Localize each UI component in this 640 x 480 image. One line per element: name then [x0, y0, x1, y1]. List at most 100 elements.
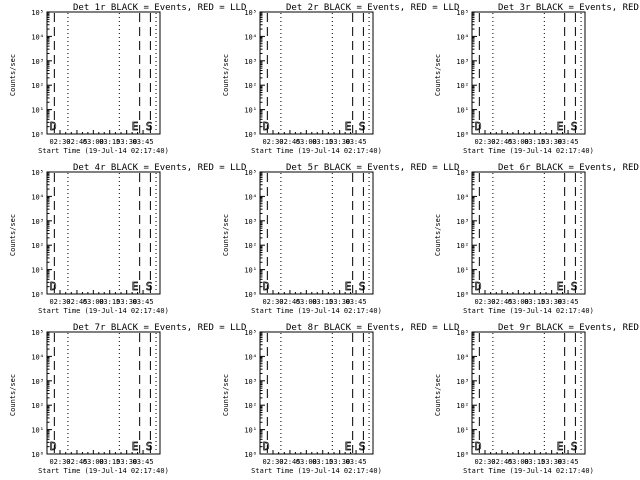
y-tick-label: 10⁴: [244, 193, 257, 201]
panel-title: Det 6r BLACK = Events, RED = LLD: [498, 163, 640, 173]
panel-title: Det 9r BLACK = Events, RED = LLD: [498, 323, 640, 333]
x-tick-label: 02:30: [262, 458, 283, 466]
plot-frame: [471, 331, 586, 455]
y-tick-label: 10²: [456, 242, 469, 250]
x-tick-label: 03:15: [312, 298, 333, 306]
x-tick-label: 02:30: [474, 458, 495, 466]
y-tick-label: 10⁰: [31, 291, 44, 299]
x-tick-label: 02:45: [279, 458, 300, 466]
x-tick-label: 02:30: [474, 138, 495, 146]
x-tick-label: 03:45: [133, 458, 154, 466]
y-tick-label: 10⁴: [244, 33, 257, 41]
y-axis-label: Counts/sec: [434, 54, 442, 96]
y-tick-label: 10³: [31, 218, 44, 226]
y-tick-label: 10¹: [456, 427, 469, 435]
y-tick-label: 10⁰: [244, 291, 257, 299]
annotation-e: E: [132, 440, 139, 453]
y-tick-label: 10⁵: [456, 9, 469, 17]
x-tick-label: 03:45: [346, 458, 367, 466]
panel-title: Det 1r BLACK = Events, RED = LLD: [73, 3, 246, 13]
x-tick-label: 03:30: [541, 138, 562, 146]
x-axis-label: Start Time (19-Jul-14 02:17:40): [38, 147, 169, 155]
x-tick-label: 02:30: [49, 458, 70, 466]
annotation-s: S: [146, 120, 153, 133]
annotation-d: D: [475, 120, 482, 133]
y-tick-label: 10⁴: [456, 33, 469, 41]
annotation-s: S: [146, 280, 153, 293]
x-tick-label: 02:30: [262, 298, 283, 306]
x-tick-label: 03:00: [508, 458, 529, 466]
y-axis-label: Counts/sec: [9, 374, 17, 416]
y-tick-label: 10¹: [456, 107, 469, 115]
y-tick-label: 10⁴: [31, 353, 44, 361]
x-tick-label: 03:45: [133, 298, 154, 306]
x-tick-label: 02:45: [491, 298, 512, 306]
plot-frame: [259, 171, 374, 295]
y-tick-label: 10⁰: [456, 291, 469, 299]
y-tick-label: 10²: [31, 402, 44, 410]
y-tick-label: 10⁵: [31, 329, 44, 337]
y-tick-label: 10⁵: [31, 9, 44, 17]
panel-det-3r: Det 3r BLACK = Events, RED = LLD 10⁰ 10¹ 10…: [434, 3, 640, 155]
x-tick-label: 03:30: [116, 298, 137, 306]
x-axis-label: Start Time (19-Jul-14 02:17:40): [38, 307, 169, 315]
y-tick-label: 10⁰: [244, 451, 257, 459]
annotation-e: E: [557, 120, 564, 133]
annotation-s: S: [359, 120, 366, 133]
y-tick-label: 10³: [456, 58, 469, 66]
x-tick-label: 02:45: [66, 138, 87, 146]
y-tick-label: 10⁵: [244, 9, 257, 17]
x-tick-label: 03:30: [116, 458, 137, 466]
y-tick-label: 10⁰: [31, 131, 44, 139]
y-tick-label: 10¹: [244, 427, 257, 435]
x-tick-label: 03:15: [524, 458, 545, 466]
plot-frame: [46, 171, 161, 295]
y-tick-label: 10⁴: [456, 193, 469, 201]
y-tick-label: 10⁴: [456, 353, 469, 361]
y-tick-label: 10⁴: [31, 33, 44, 41]
annotation-e: E: [345, 440, 352, 453]
x-axis-label: Start Time (19-Jul-14 02:17:40): [463, 467, 594, 475]
panel-det-4r: Det 4r BLACK = Events, RED = LLD 10⁰ 10¹ 10…: [9, 163, 246, 315]
y-tick-label: 10⁴: [244, 353, 257, 361]
x-tick-label: 03:00: [296, 298, 317, 306]
annotation-s: S: [571, 440, 578, 453]
x-tick-label: 03:15: [99, 298, 120, 306]
panel-title: Det 2r BLACK = Events, RED = LLD: [286, 3, 459, 13]
y-axis-label: Counts/sec: [9, 54, 17, 96]
annotation-d: D: [263, 440, 270, 453]
plot-frame: [46, 11, 161, 135]
x-tick-label: 03:30: [541, 298, 562, 306]
y-tick-label: 10³: [244, 218, 257, 226]
x-tick-label: 02:45: [491, 458, 512, 466]
x-tick-label: 02:30: [49, 298, 70, 306]
y-tick-label: 10³: [244, 58, 257, 66]
panel-det-6r: Det 6r BLACK = Events, RED = LLD 10⁰ 10¹ 10…: [434, 163, 640, 315]
panel-title: Det 8r BLACK = Events, RED = LLD: [286, 323, 459, 333]
y-axis-label: Counts/sec: [222, 214, 230, 256]
panel-title: Det 7r BLACK = Events, RED = LLD: [73, 323, 246, 333]
annotation-d: D: [50, 120, 57, 133]
x-tick-label: 03:45: [133, 138, 154, 146]
annotation-e: E: [557, 440, 564, 453]
x-tick-label: 03:00: [296, 138, 317, 146]
y-tick-label: 10²: [244, 402, 257, 410]
x-tick-label: 03:45: [558, 298, 579, 306]
x-axis-label: Start Time (19-Jul-14 02:17:40): [251, 147, 382, 155]
x-tick-label: 03:00: [83, 138, 104, 146]
x-tick-label: 03:15: [99, 458, 120, 466]
y-tick-label: 10⁰: [244, 131, 257, 139]
y-tick-label: 10⁵: [244, 169, 257, 177]
x-tick-label: 03:15: [312, 458, 333, 466]
x-tick-label: 03:00: [508, 298, 529, 306]
annotation-e: E: [345, 280, 352, 293]
x-tick-label: 03:00: [508, 138, 529, 146]
x-tick-label: 03:30: [116, 138, 137, 146]
x-tick-label: 02:45: [491, 138, 512, 146]
annotation-e: E: [345, 120, 352, 133]
annotation-d: D: [50, 440, 57, 453]
y-tick-label: 10¹: [31, 427, 44, 435]
annotation-d: D: [263, 120, 270, 133]
x-tick-label: 02:45: [279, 298, 300, 306]
